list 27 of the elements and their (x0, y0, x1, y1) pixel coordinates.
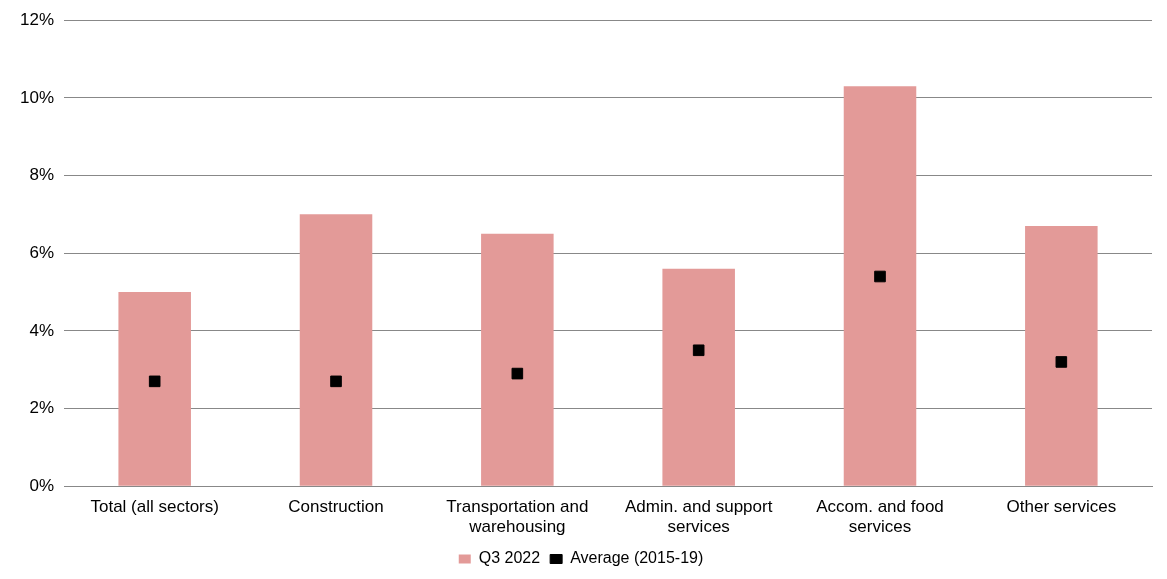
bar (662, 268, 735, 486)
point (692, 344, 705, 357)
point (330, 375, 342, 388)
y-tick-label: 6% (29, 242, 55, 262)
y-tick-label: 2% (29, 398, 55, 418)
y-tick-label: 12% (19, 9, 55, 29)
x-tick-label: Other services (1006, 497, 1117, 517)
y-tick-label: 10% (19, 87, 55, 107)
x-tick-label: Transportation and warehousing (446, 497, 589, 537)
legend-label: Average (2015-19) (570, 549, 704, 567)
bar (299, 214, 373, 486)
x-tick-label: Total (all sectors) (90, 497, 219, 517)
point (1055, 356, 1068, 368)
bar (481, 233, 554, 486)
y-tick-label: 8% (29, 165, 55, 185)
x-tick-label: Accom. and food services (816, 497, 944, 537)
bar (118, 292, 191, 486)
point (511, 367, 524, 380)
x-tick-label: Admin. and support services (624, 497, 773, 537)
bar (1025, 226, 1098, 486)
x-tick-label: Construction (288, 497, 384, 517)
y-tick-label: 4% (29, 320, 55, 340)
bar (843, 86, 917, 486)
point (874, 270, 886, 283)
legend-label: Q3 2022 (478, 549, 541, 567)
y-tick-label: 0% (29, 475, 55, 495)
point (148, 375, 161, 388)
